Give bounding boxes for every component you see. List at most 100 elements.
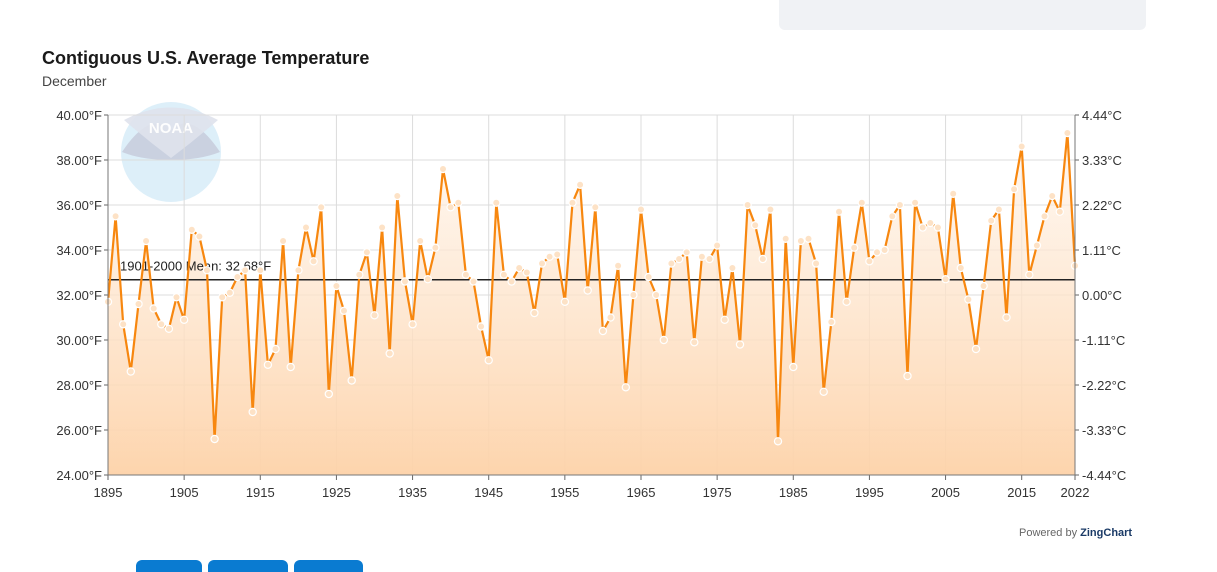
data-point[interactable] [1047,191,1057,201]
data-point[interactable] [553,250,562,259]
data-point[interactable] [431,243,440,252]
data-point[interactable] [735,340,745,349]
data-point[interactable] [408,320,417,329]
data-point[interactable] [469,277,478,286]
bottom-button-2[interactable] [208,560,288,572]
powered-brand[interactable]: ZingChart [1080,527,1133,539]
data-point[interactable] [697,252,707,261]
bottom-button-3[interactable] [294,560,363,572]
data-point[interactable] [926,218,935,228]
data-point[interactable] [568,198,577,207]
data-point[interactable] [690,338,699,347]
data-point[interactable] [172,293,181,302]
data-point[interactable] [225,288,234,297]
data-point[interactable] [796,236,806,246]
data-point[interactable] [400,277,410,286]
data-point[interactable] [766,205,775,214]
data-point[interactable] [499,270,509,279]
data-point[interactable] [461,270,471,279]
data-point[interactable] [240,266,250,275]
data-point[interactable] [712,241,722,250]
data-point[interactable] [789,362,798,372]
data-point[interactable] [271,344,280,354]
data-point[interactable] [979,281,988,291]
data-point[interactable] [956,263,966,273]
data-point[interactable] [530,308,539,318]
data-point[interactable] [164,324,174,333]
data-point[interactable] [621,383,631,392]
data-point[interactable] [964,295,973,304]
data-point[interactable] [842,297,851,306]
data-point[interactable] [438,164,448,174]
data-point[interactable] [1002,313,1011,322]
data-point[interactable] [324,389,333,399]
data-point[interactable] [857,198,867,207]
data-point[interactable] [705,254,714,264]
data-point[interactable] [888,212,897,221]
data-point[interactable] [872,248,882,257]
data-point[interactable] [111,212,120,221]
data-point[interactable] [179,315,189,324]
data-point[interactable] [659,335,669,345]
data-point[interactable] [865,257,874,266]
data-point[interactable] [202,266,212,275]
data-point[interactable] [416,236,425,246]
data-point[interactable] [217,293,227,302]
data-point[interactable] [385,349,394,358]
data-point[interactable] [263,360,273,369]
data-point[interactable] [545,252,554,261]
data-point[interactable] [149,304,158,313]
data-point[interactable] [347,376,356,385]
data-point[interactable] [933,223,943,232]
data-point[interactable] [195,232,204,241]
data-point[interactable] [393,191,402,201]
data-point[interactable] [507,277,516,286]
data-point[interactable] [309,257,318,266]
data-point[interactable] [339,306,349,315]
data-point[interactable] [910,198,920,207]
data-point[interactable] [987,216,996,225]
data-point[interactable] [994,205,1004,214]
data-point[interactable] [1063,128,1072,138]
bottom-button-1[interactable] [136,560,202,572]
data-point[interactable] [971,344,981,354]
data-point[interactable] [644,272,653,282]
data-point[interactable] [1009,184,1019,194]
data-point[interactable] [1025,270,1034,279]
data-point[interactable] [773,437,783,446]
data-point[interactable] [583,286,592,295]
data-point[interactable] [484,356,493,365]
data-point[interactable] [1040,212,1049,221]
data-point[interactable] [811,259,821,268]
data-point[interactable] [537,259,547,268]
data-point[interactable] [850,243,859,252]
data-point[interactable] [362,248,372,257]
data-point[interactable] [880,245,889,255]
data-point[interactable] [743,200,752,210]
data-point[interactable] [248,407,257,417]
data-point[interactable] [834,207,844,216]
data-point[interactable] [728,263,737,273]
data-point[interactable] [827,317,836,327]
data-point[interactable] [118,320,128,329]
data-point[interactable] [606,313,615,322]
data-point[interactable] [895,200,905,210]
data-point[interactable] [682,248,691,257]
data-point[interactable] [941,275,950,284]
data-point[interactable] [591,203,600,212]
data-point[interactable] [256,266,265,275]
data-point[interactable] [652,290,661,300]
data-point[interactable] [141,236,151,246]
data-point[interactable] [1017,142,1026,151]
data-point[interactable] [1032,241,1042,250]
data-point[interactable] [187,225,196,234]
data-point[interactable] [286,362,295,372]
data-point[interactable] [332,281,341,291]
data-point[interactable] [233,272,242,282]
data-point[interactable] [804,234,813,243]
data-point[interactable] [210,434,219,444]
data-point[interactable] [515,263,524,273]
data-point[interactable] [575,180,585,189]
data-point[interactable] [819,387,828,396]
data-point[interactable] [370,311,379,320]
